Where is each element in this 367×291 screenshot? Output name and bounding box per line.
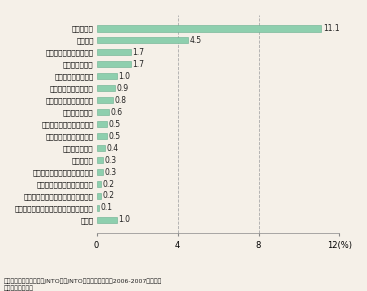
Bar xyxy=(97,133,107,139)
Bar xyxy=(97,169,103,175)
Bar xyxy=(97,121,107,127)
Text: 1.7: 1.7 xyxy=(132,60,145,69)
Text: 0.3: 0.3 xyxy=(104,168,116,177)
Bar xyxy=(97,217,117,223)
Bar xyxy=(97,85,115,91)
Bar xyxy=(97,73,117,79)
Text: 0.2: 0.2 xyxy=(102,191,114,200)
Text: 1.0: 1.0 xyxy=(119,72,130,81)
Bar xyxy=(97,25,321,31)
Text: 0.5: 0.5 xyxy=(108,132,120,141)
Bar xyxy=(97,145,105,151)
Text: 11.1: 11.1 xyxy=(323,24,339,33)
Bar xyxy=(97,37,188,43)
Bar xyxy=(97,205,99,211)
Bar xyxy=(97,181,101,187)
Bar xyxy=(97,109,109,116)
Text: 資料）日本政府観光局（JNTO）「JNTO訪日外客実態調査2006-2007（満足度
　　　調査編）」: 資料）日本政府観光局（JNTO）「JNTO訪日外客実態調査2006-2007（満… xyxy=(4,279,162,291)
Text: 0.6: 0.6 xyxy=(110,108,123,117)
Text: 1.0: 1.0 xyxy=(119,215,130,224)
Text: 0.4: 0.4 xyxy=(106,143,119,152)
Text: 0.9: 0.9 xyxy=(116,84,128,93)
Text: 1.7: 1.7 xyxy=(132,48,145,57)
Bar xyxy=(97,157,103,163)
Bar xyxy=(97,49,131,56)
Bar xyxy=(97,97,113,103)
Bar xyxy=(97,61,131,68)
Bar xyxy=(97,193,101,199)
Text: 0.2: 0.2 xyxy=(102,180,114,189)
Text: 0.3: 0.3 xyxy=(104,155,116,164)
Text: 0.5: 0.5 xyxy=(108,120,120,129)
Text: 0.1: 0.1 xyxy=(100,203,112,212)
Text: 4.5: 4.5 xyxy=(189,36,201,45)
Text: 0.8: 0.8 xyxy=(115,96,126,105)
